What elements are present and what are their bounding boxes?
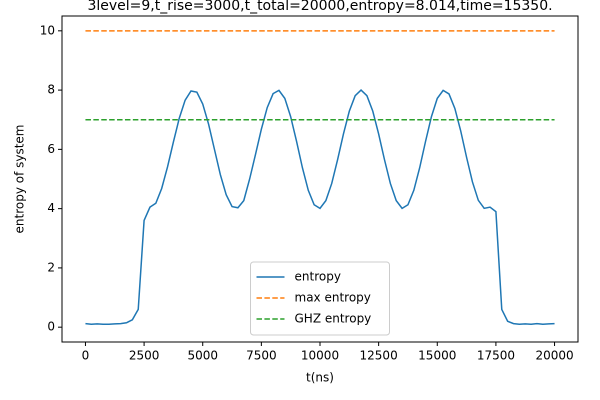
y-tick-label: 6 [47,142,55,156]
x-tick-label: 15000 [418,349,456,363]
x-tick-label: 7500 [246,349,277,363]
x-axis-label: t(ns) [306,371,334,385]
chart-title: 3level=9,t_rise=3000,t_total=20000,entro… [87,0,552,14]
legend-label: entropy [295,270,341,284]
y-tick-label: 0 [47,320,55,334]
x-tick-label: 12500 [360,349,398,363]
y-tick-label: 10 [40,23,55,37]
legend-box [250,261,390,336]
plot-frame [61,15,579,343]
x-tick-label: 10000 [301,349,339,363]
line-series [85,89,555,325]
x-tick-label: 2500 [129,349,160,363]
y-tick-label: 8 [47,83,55,97]
x-tick-label: 20000 [535,349,573,363]
x-tick-label: 0 [82,349,90,363]
x-tick-label: 5000 [187,349,218,363]
legend-label: GHZ entropy [295,312,372,326]
legend-label: max entropy [295,291,371,305]
x-tick-label: 17500 [477,349,515,363]
y-axis-label: entropy of system [13,124,27,233]
y-tick-label: 2 [47,260,55,274]
y-tick-label: 4 [47,201,55,215]
